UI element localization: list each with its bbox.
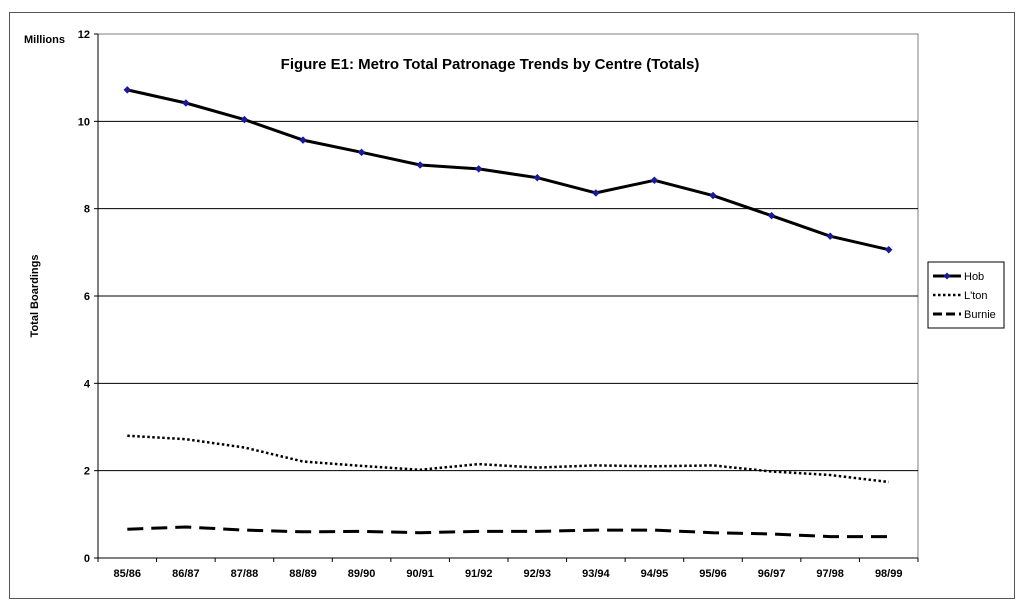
legend-label-2: Burnie [964,309,996,321]
series-0-point-11 [767,211,776,220]
series-0-point-9 [650,176,659,185]
y-unit-label: Millions [24,34,65,46]
x-tick-label-10: 95/96 [699,568,727,580]
x-tick-label-4: 89/90 [348,568,376,580]
x-tick-label-11: 96/97 [758,568,786,580]
series-0-point-6 [474,165,483,173]
legend-label-0: Hob [964,271,984,283]
y-tick-label-12: 12 [78,29,90,41]
series-0-point-1 [182,99,190,107]
series-0-point-10 [709,191,717,200]
legend-marker-0 [943,272,951,280]
x-tick-label-1: 86/87 [172,568,200,580]
chart-title: Figure E1: Metro Total Patronage Trends … [281,56,700,73]
x-tick-label-8: 93/94 [582,568,610,580]
x-tick-label-12: 97/98 [816,568,844,580]
x-tick-label-13: 98/99 [875,568,903,580]
x-tick-label-9: 94/95 [641,568,669,580]
series-0-point-13 [884,245,893,254]
series-0-point-5 [416,161,424,169]
series-0-point-8 [592,189,600,197]
x-tick-label-6: 91/92 [465,568,493,580]
x-tick-label-3: 88/89 [289,568,317,580]
series-line-2 [127,525,889,539]
series-0-point-12 [826,232,834,241]
series-line-0 [126,88,890,252]
legend [927,261,1005,329]
x-tick-label-5: 90/91 [406,568,434,580]
y-tick-label-10: 10 [78,116,90,128]
y-tick-label-6: 6 [84,291,90,303]
legend-label-1: L'ton [964,290,988,302]
x-tick-label-7: 92/93 [524,568,552,580]
chart-frame [9,12,1015,599]
y-tick-label-0: 0 [84,553,90,565]
x-tick-label-2: 87/88 [231,568,259,580]
series-0-point-3 [299,136,307,144]
series-0-point-0 [123,86,132,94]
series-0-point-7 [533,173,542,182]
x-tick-label-0: 85/86 [114,568,142,580]
y-tick-label-2: 2 [84,466,90,478]
y-tick-label-8: 8 [84,204,90,216]
y-axis-label: Total Boardings [29,255,41,338]
y-tick-label-4: 4 [84,378,91,390]
series-0-point-4 [357,148,366,157]
series-0-point-2 [240,115,249,124]
series-line-1 [127,434,889,484]
